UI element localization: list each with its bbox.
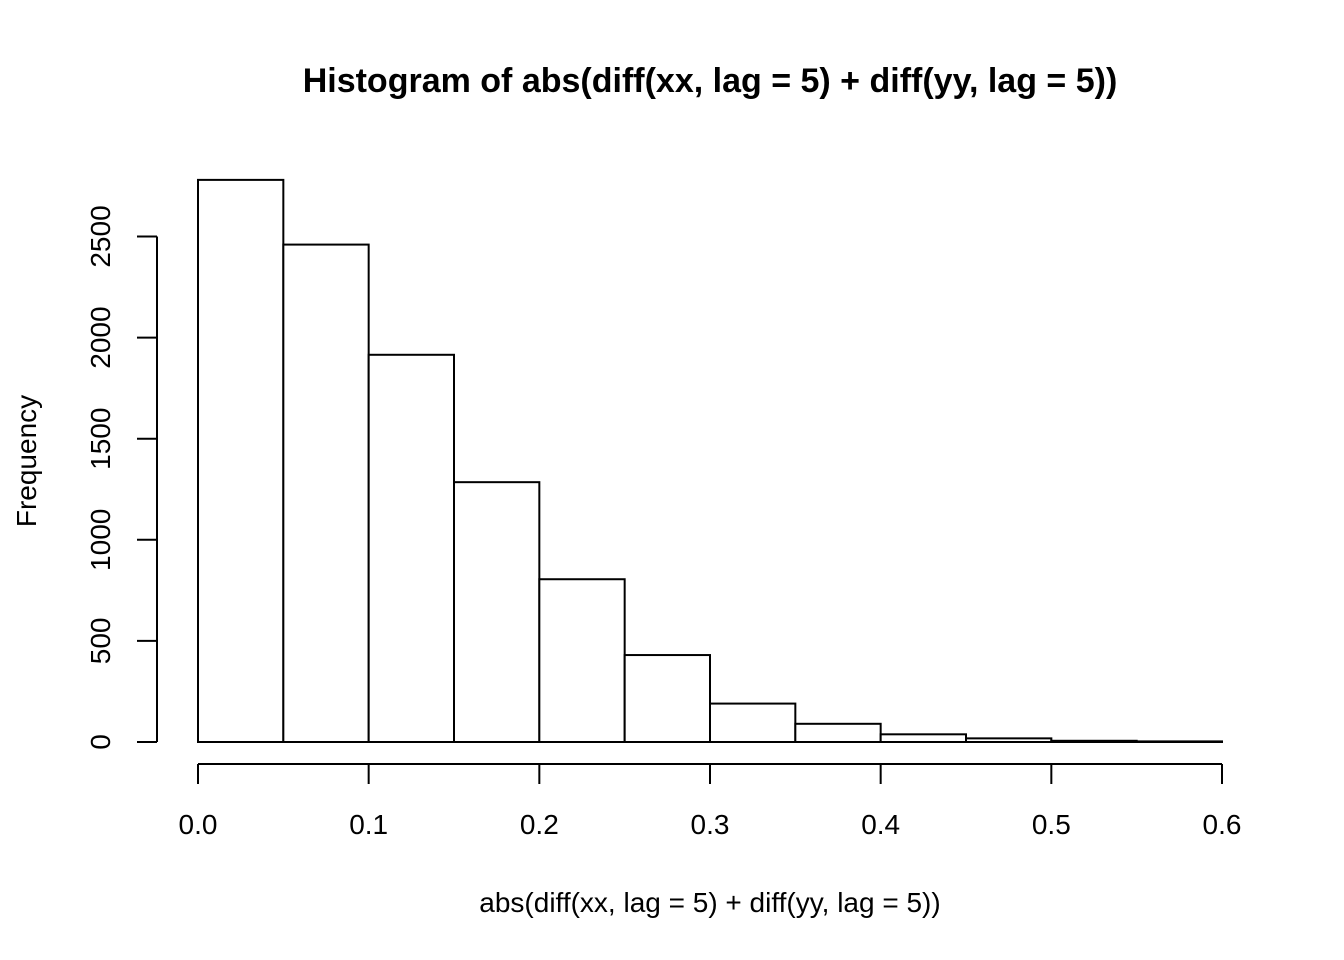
- bars-group: [197, 178, 1223, 744]
- y-tick-label: 1000: [85, 509, 116, 571]
- x-tick-label: 0.0: [179, 809, 218, 840]
- histogram-bar: [367, 353, 455, 743]
- x-tick-label: 0.4: [861, 809, 900, 840]
- histogram-bar: [1135, 740, 1223, 743]
- y-axis: 0 500 1000 1500 2000 2500: [85, 205, 158, 750]
- x-tick-label: 0.1: [349, 809, 388, 840]
- histogram-bar: [794, 722, 882, 744]
- y-tick-label: 500: [85, 618, 116, 665]
- histogram-bar: [623, 654, 712, 744]
- histogram-bar: [1050, 739, 1138, 744]
- x-tick-label: 0.2: [520, 809, 559, 840]
- y-tick-label: 2000: [85, 306, 116, 368]
- y-axis-label: Frequency: [11, 395, 42, 527]
- x-tick-label: 0.6: [1203, 809, 1242, 840]
- y-tick-label: 2500: [85, 205, 116, 267]
- y-tick-label: 0: [85, 734, 116, 750]
- x-axis-label: abs(diff(xx, lag = 5) + diff(yy, lag = 5…: [479, 887, 940, 918]
- chart-title: Histogram of abs(diff(xx, lag = 5) + dif…: [303, 62, 1118, 100]
- histogram-bar: [965, 737, 1053, 744]
- histogram-bar: [197, 178, 285, 744]
- histogram-bar: [879, 733, 968, 744]
- x-tick-label: 0.3: [691, 809, 730, 840]
- y-tick-label: 1500: [85, 408, 116, 470]
- x-axis: 0.0 0.1 0.2 0.3 0.4 0.5 0.6: [179, 763, 1242, 840]
- histogram-bar: [453, 481, 541, 743]
- x-tick-label: 0.5: [1032, 809, 1071, 840]
- histogram-bar: [538, 578, 626, 743]
- histogram-bar: [282, 243, 370, 743]
- histogram-bar: [709, 702, 797, 743]
